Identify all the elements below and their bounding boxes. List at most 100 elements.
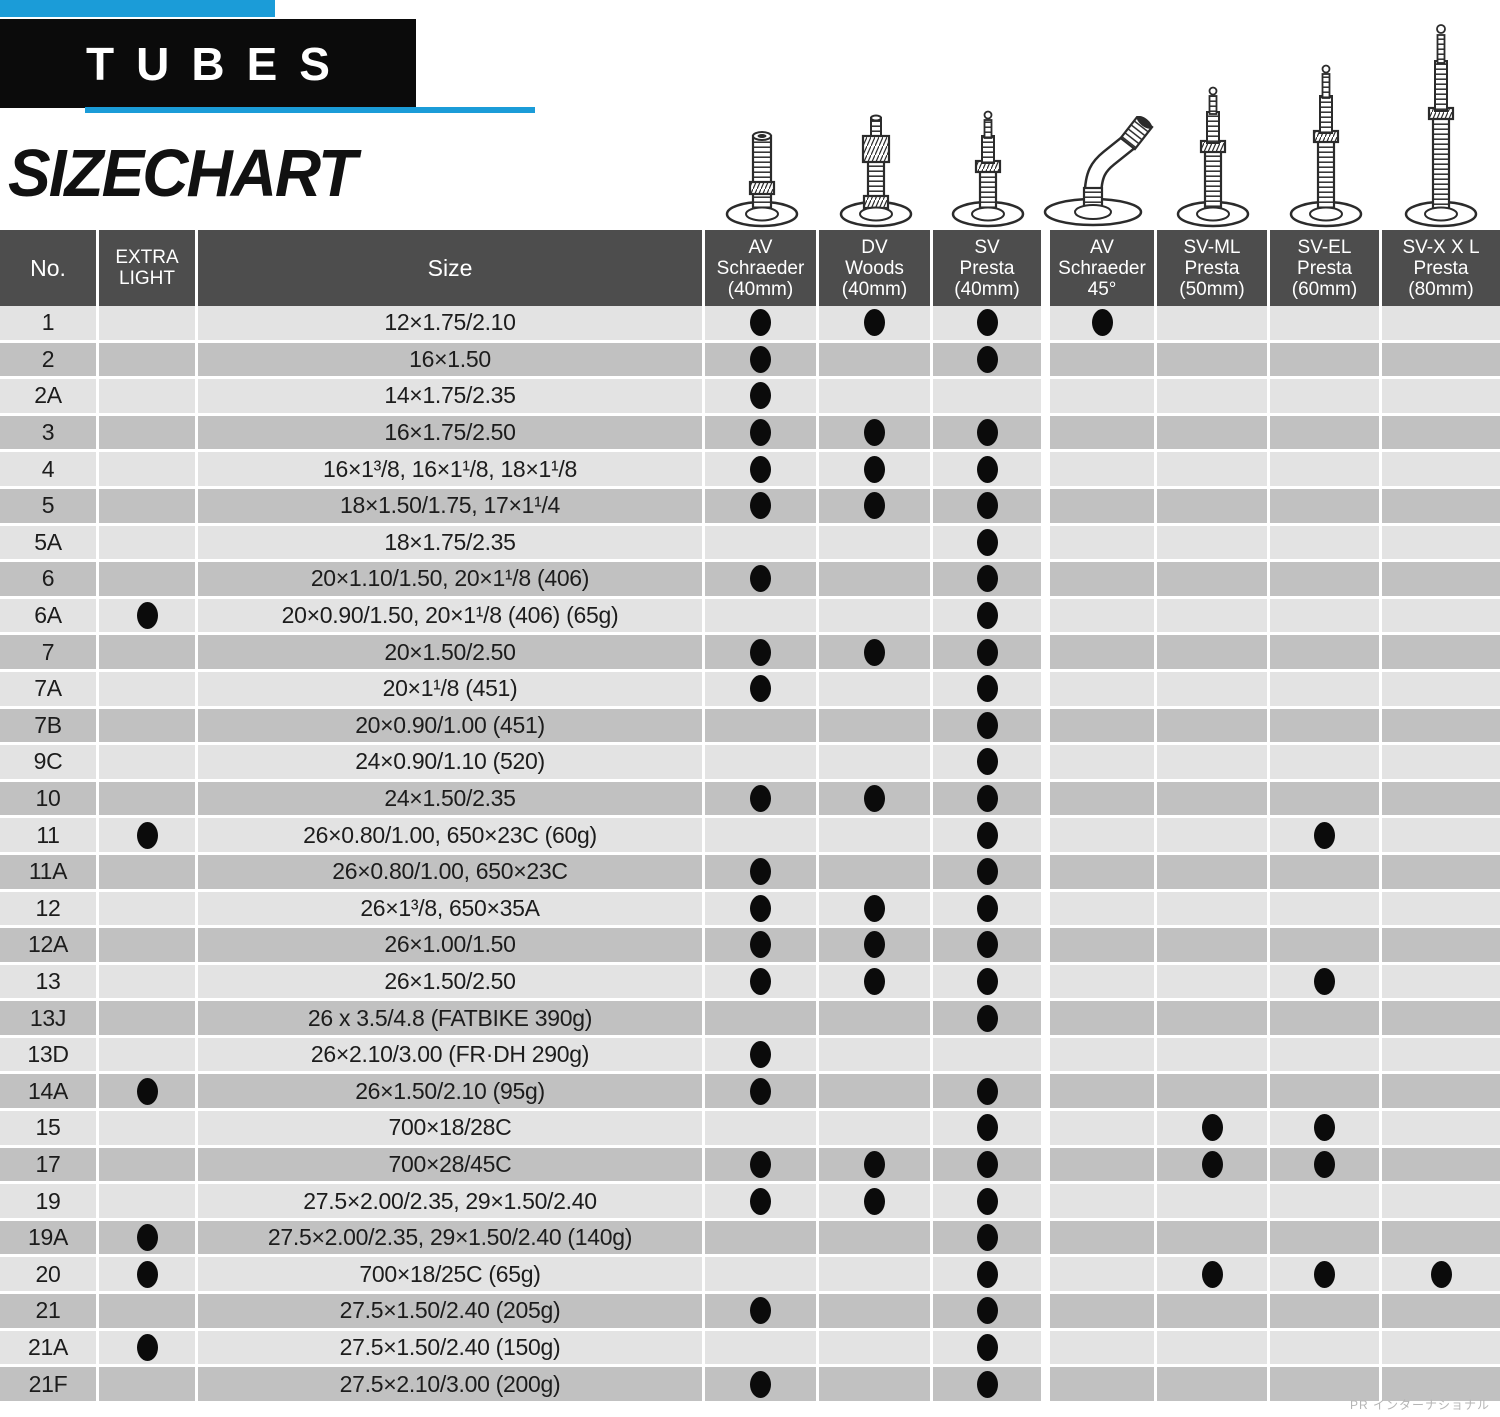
availability-cell-svel (1270, 928, 1382, 965)
availability-dot (976, 492, 998, 520)
availability-dot (976, 894, 998, 922)
size-value: 16×1³/8, 16×1¹/8, 18×1¹/8 (198, 452, 705, 489)
extra-light-cell (99, 1367, 198, 1404)
extra-light-cell (99, 1001, 198, 1038)
extra-light-cell (99, 342, 198, 380)
row-number: 14A (0, 1074, 99, 1112)
group-gap (1044, 928, 1050, 965)
availability-cell-av45 (1050, 781, 1157, 819)
availability-cell-svml (1157, 964, 1270, 1002)
availability-dot (1314, 967, 1335, 995)
availability-cell-svel (1270, 525, 1382, 563)
row-number: 3 (0, 415, 99, 453)
availability-cell-dv (819, 708, 933, 746)
availability-cell-svml (1157, 635, 1270, 672)
group-gap (1044, 1257, 1050, 1295)
availability-dot (864, 894, 885, 922)
row-number: 20 (0, 1257, 99, 1295)
table-row: 1 12×1.75/2.10 (0, 306, 1500, 343)
availability-cell-svml (1157, 1220, 1270, 1258)
availability-cell-dv (819, 1037, 933, 1075)
availability-cell-svel (1270, 488, 1382, 526)
group-gap (1044, 781, 1050, 819)
size-value: 26×1.50/2.50 (198, 964, 705, 1002)
size-value: 700×18/25C (65g) (198, 1257, 705, 1295)
availability-cell-sv (933, 635, 1044, 672)
group-gap (1044, 306, 1050, 343)
availability-dot (1314, 1150, 1335, 1178)
availability-cell-svml (1157, 1184, 1270, 1221)
availability-cell-svel (1270, 1367, 1382, 1404)
table-row: 12A 26×1.00/1.50 (0, 928, 1500, 965)
availability-cell-dv (819, 1367, 933, 1404)
availability-cell-dv (819, 415, 933, 453)
availability-cell-svel (1270, 1147, 1382, 1185)
page-title: SIZECHART (8, 135, 357, 211)
column-header-sv-el-presta-60: SV-EL Presta (60mm) (1270, 230, 1382, 306)
availability-cell-av45 (1050, 415, 1157, 453)
availability-cell-svxxl (1382, 415, 1500, 453)
availability-dot (136, 602, 158, 630)
size-value: 20×1.50/2.50 (198, 635, 705, 672)
group-gap (1044, 342, 1050, 380)
availability-cell-av45 (1050, 525, 1157, 563)
availability-dot (750, 309, 771, 337)
availability-cell-av40 (705, 928, 819, 965)
availability-cell-av40 (705, 1184, 819, 1221)
tubes-banner: TUBES (0, 19, 416, 108)
availability-cell-svel (1270, 452, 1382, 489)
availability-cell-sv (933, 1111, 1044, 1148)
extra-light-cell (99, 928, 198, 965)
availability-cell-av40 (705, 1001, 819, 1038)
availability-cell-svel (1270, 1037, 1382, 1075)
availability-cell-av40 (705, 306, 819, 343)
availability-cell-av45 (1050, 1367, 1157, 1404)
row-number: 12A (0, 928, 99, 965)
table-row: 5 18×1.50/1.75, 17×1¹/4 (0, 488, 1500, 526)
availability-cell-sv (933, 1367, 1044, 1404)
availability-dot (864, 419, 885, 447)
availability-cell-svxxl (1382, 1257, 1500, 1295)
availability-cell-av45 (1050, 1074, 1157, 1112)
availability-cell-dv (819, 1111, 933, 1148)
row-number: 10 (0, 781, 99, 819)
group-gap (1044, 708, 1050, 746)
availability-cell-svxxl (1382, 1220, 1500, 1258)
group-gap (1044, 635, 1050, 672)
availability-dot (1314, 821, 1335, 849)
availability-cell-av40 (705, 488, 819, 526)
availability-dot (976, 345, 998, 373)
size-value: 26×1³/8, 650×35A (198, 891, 705, 929)
availability-dot (976, 419, 998, 447)
availability-cell-svml (1157, 1037, 1270, 1075)
availability-dot (750, 455, 771, 483)
availability-cell-svml (1157, 306, 1270, 343)
availability-cell-dv (819, 452, 933, 489)
availability-cell-av45 (1050, 488, 1157, 526)
availability-cell-av40 (705, 671, 819, 709)
size-value: 700×28/45C (198, 1147, 705, 1185)
group-gap (1044, 1111, 1050, 1148)
group-gap (1044, 1330, 1050, 1368)
availability-cell-svxxl (1382, 562, 1500, 599)
extra-light-cell (99, 635, 198, 672)
availability-cell-dv (819, 964, 933, 1002)
table-row: 21F 27.5×2.10/3.00 (200g) (0, 1367, 1500, 1404)
table-row: 7A 20×1¹/8 (451) (0, 671, 1500, 709)
table-row: 9C 24×0.90/1.10 (520) (0, 745, 1500, 782)
availability-cell-svxxl (1382, 306, 1500, 343)
availability-dot (136, 1224, 158, 1252)
availability-dot (750, 894, 771, 922)
availability-cell-av40 (705, 964, 819, 1002)
size-value: 27.5×1.50/2.40 (150g) (198, 1330, 705, 1368)
availability-dot (976, 931, 998, 959)
availability-cell-av40 (705, 1037, 819, 1075)
group-gap (1044, 525, 1050, 563)
availability-dot (864, 638, 885, 666)
row-number: 11 (0, 818, 99, 855)
table-row: 13J 26 x 3.5/4.8 (FATBIKE 390g) (0, 1001, 1500, 1038)
row-number: 2 (0, 342, 99, 380)
availability-cell-svml (1157, 745, 1270, 782)
size-value: 27.5×1.50/2.40 (205g) (198, 1294, 705, 1331)
column-header-av-schraeder-40: AV Schraeder (40mm) (705, 230, 819, 306)
